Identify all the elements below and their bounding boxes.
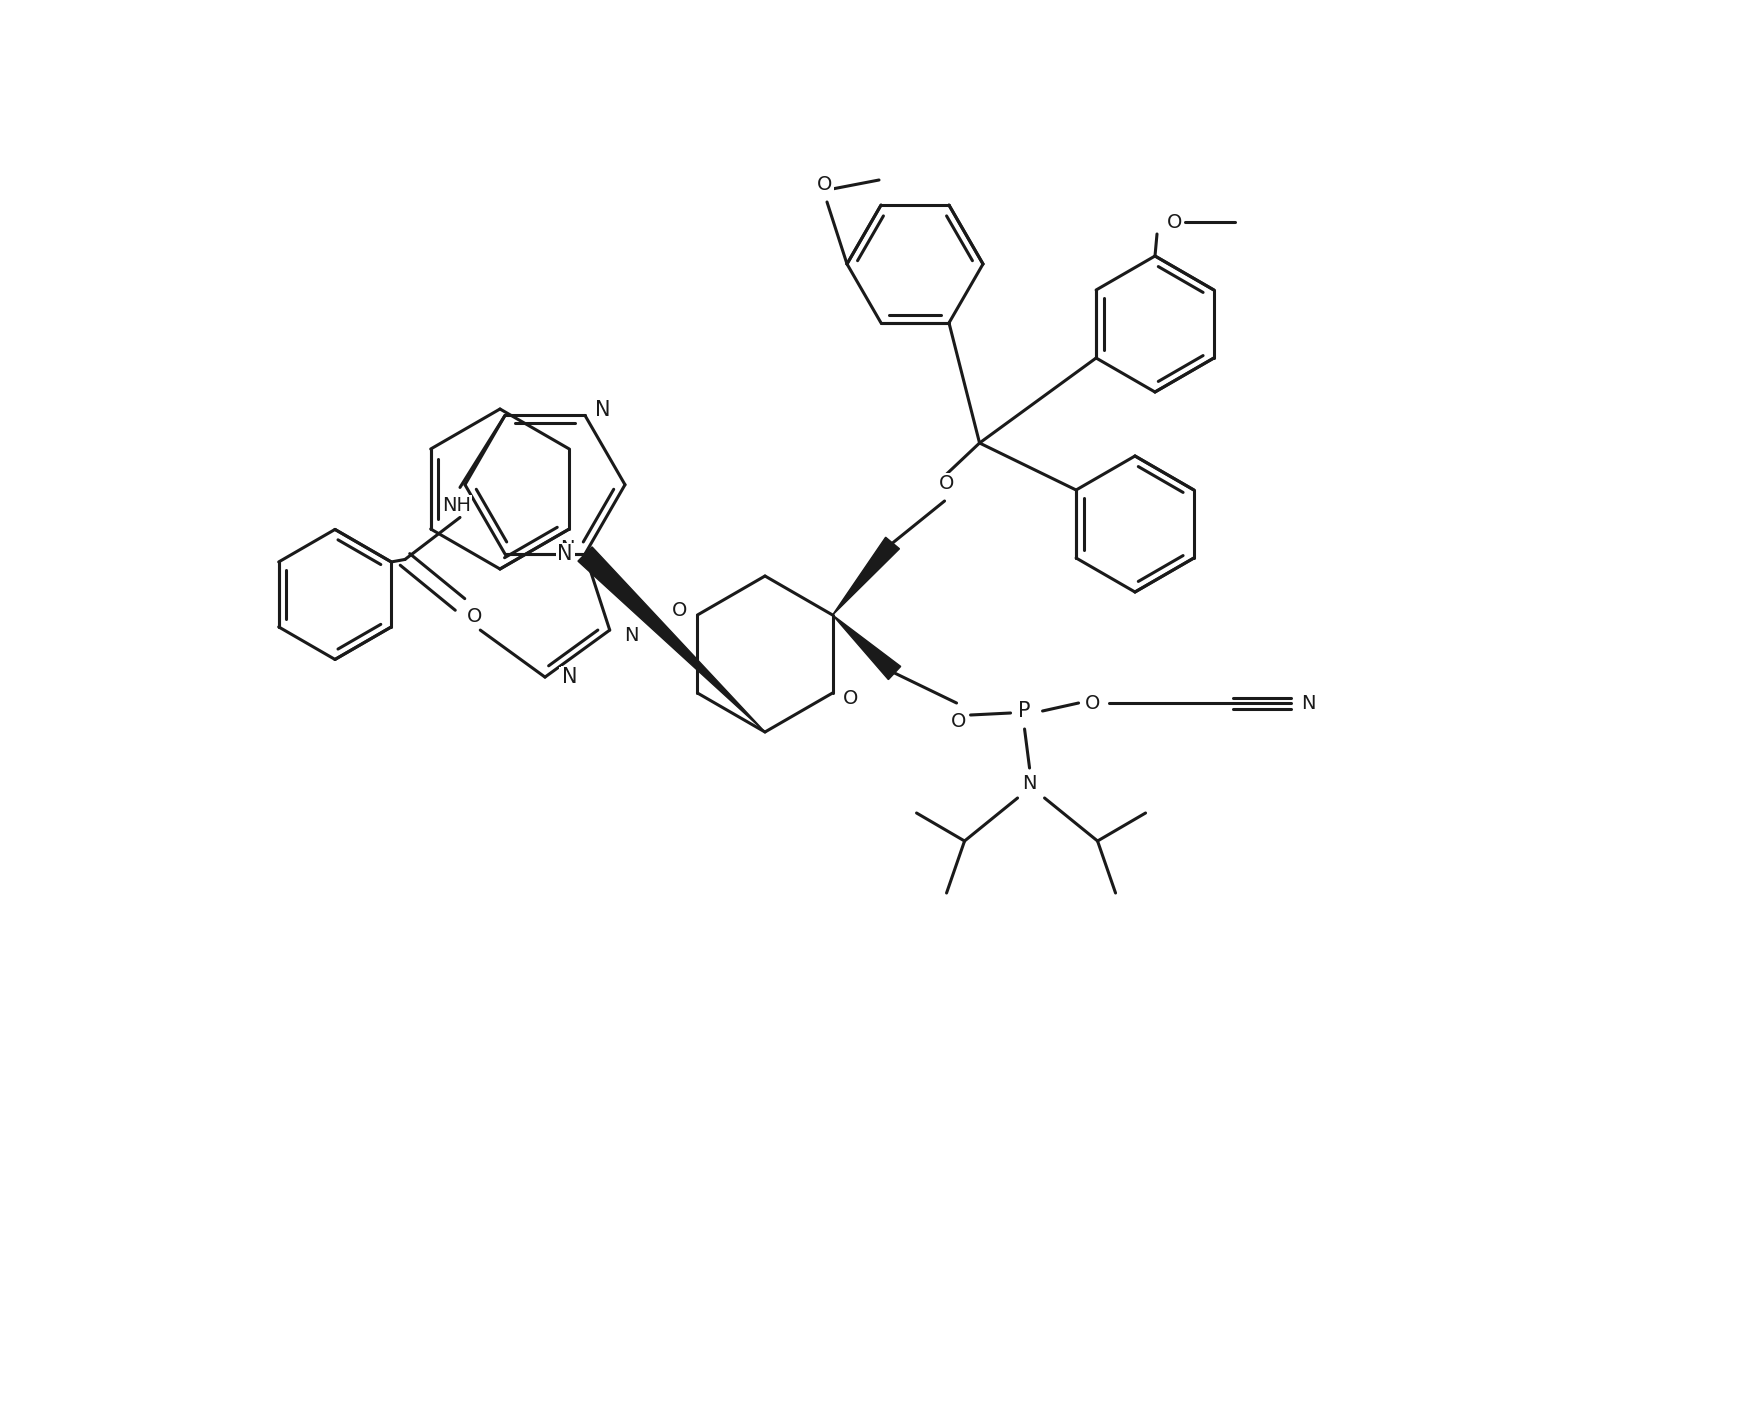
Polygon shape [832,537,899,614]
Text: N: N [595,400,611,420]
Polygon shape [577,547,766,733]
Text: P: P [1019,702,1031,721]
Text: N: N [560,668,574,686]
Text: O: O [672,600,686,620]
Text: O: O [843,689,859,707]
Text: O: O [1084,693,1100,713]
Text: NH: NH [442,496,472,514]
Text: N: N [561,666,577,688]
Polygon shape [832,614,901,679]
Text: N: N [1301,693,1316,713]
Text: O: O [950,712,966,730]
Text: O: O [817,175,832,193]
Text: O: O [468,607,482,626]
Text: N: N [558,544,572,564]
Text: N: N [560,540,574,558]
Text: O: O [938,473,954,493]
Text: N: N [1023,774,1037,792]
Text: O: O [1167,213,1183,231]
Text: N: N [593,397,607,417]
Text: N: N [625,626,639,644]
